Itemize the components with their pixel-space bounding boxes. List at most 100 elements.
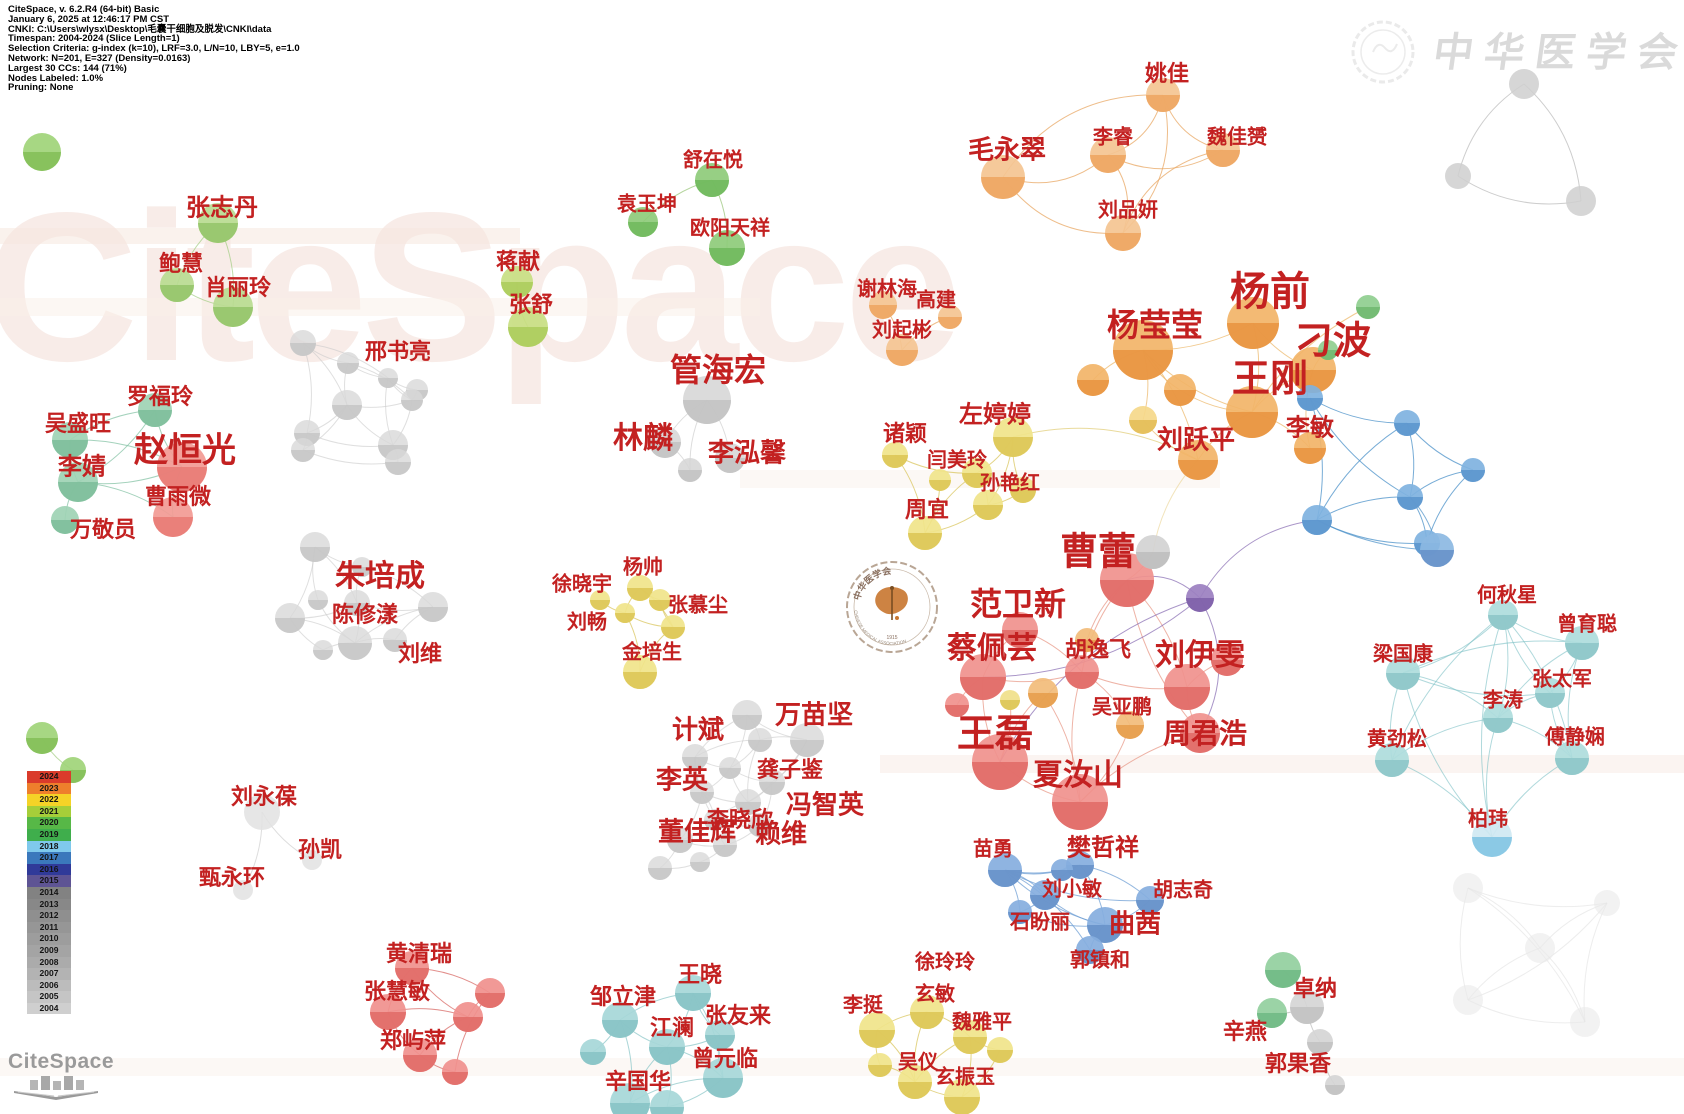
author-label[interactable]: 高建: [916, 289, 956, 312]
author-label[interactable]: 卓纳: [1292, 976, 1338, 1001]
author-label[interactable]: 樊哲祥: [1067, 834, 1139, 862]
author-label[interactable]: 朱培成: [335, 560, 425, 593]
author-label[interactable]: 张慕尘: [668, 594, 728, 617]
author-label[interactable]: 肖丽玲: [204, 275, 272, 300]
author-label[interactable]: 周宜: [904, 497, 950, 522]
author-label[interactable]: 刘跃平: [1156, 424, 1236, 455]
author-label[interactable]: 舒在悦: [683, 149, 743, 172]
author-label[interactable]: 计斌: [671, 714, 725, 745]
author-label[interactable]: 董佳辉: [657, 816, 737, 847]
author-label[interactable]: 蒋献: [495, 249, 541, 274]
author-label[interactable]: 杨前: [1230, 270, 1310, 314]
author-label[interactable]: 刁波: [1294, 320, 1372, 363]
author-node[interactable]: [1566, 186, 1596, 216]
author-label[interactable]: 左婷婷: [959, 401, 1031, 429]
author-label[interactable]: 孙凯: [297, 837, 343, 862]
author-label[interactable]: 张舒: [508, 292, 554, 317]
author-label[interactable]: 刘小敏: [1042, 878, 1102, 901]
author-label[interactable]: 石盼丽: [1010, 911, 1070, 934]
author-label[interactable]: 刘永葆: [230, 784, 298, 809]
author-node[interactable]: [1445, 163, 1471, 189]
author-label[interactable]: 曾元临: [691, 1046, 759, 1071]
author-label[interactable]: 李泓馨: [707, 437, 787, 468]
author-label[interactable]: 王晓: [677, 962, 723, 987]
author-label[interactable]: 赵恒光: [134, 431, 236, 470]
author-label[interactable]: 诸颖: [882, 421, 928, 446]
author-label[interactable]: 龚子鉴: [756, 757, 824, 782]
author-label[interactable]: 李睿: [1093, 126, 1133, 149]
author-label[interactable]: 吴亚鹏: [1092, 696, 1152, 719]
author-label[interactable]: 赖维: [754, 818, 808, 849]
author-label[interactable]: 邹立津: [589, 984, 657, 1009]
author-label[interactable]: 曹蕾: [1059, 531, 1137, 574]
author-label[interactable]: 李敏: [1286, 414, 1334, 442]
author-label[interactable]: 魏雅平: [952, 1011, 1012, 1034]
author-label[interactable]: 黄清瑞: [385, 941, 453, 966]
author-label[interactable]: 陈修漾: [331, 602, 399, 627]
author-label[interactable]: 魏佳赟: [1207, 126, 1267, 149]
author-label[interactable]: 姚佳: [1144, 61, 1190, 86]
author-label[interactable]: 刘畅: [567, 611, 607, 634]
author-node[interactable]: [1594, 890, 1620, 916]
author-label[interactable]: 吴盛旺: [44, 411, 112, 436]
author-label[interactable]: 刘品妍: [1098, 199, 1158, 222]
author-label[interactable]: 夏汝山: [1033, 759, 1123, 792]
author-label[interactable]: 徐玲玲: [915, 951, 975, 974]
author-node[interactable]: [1570, 1007, 1600, 1037]
author-label[interactable]: 邢书亮: [364, 339, 432, 364]
author-label[interactable]: 张慧敏: [363, 979, 431, 1004]
author-label[interactable]: 欧阳天祥: [690, 217, 770, 240]
author-label[interactable]: 林麟: [613, 422, 673, 455]
author-label[interactable]: 袁玉坤: [617, 193, 677, 216]
author-label[interactable]: 张志丹: [186, 194, 258, 222]
author-label[interactable]: 李晓欣: [706, 807, 774, 832]
author-label[interactable]: 吴仪: [898, 1051, 938, 1074]
author-label[interactable]: 玄振玉: [935, 1066, 995, 1089]
author-label[interactable]: 甄永环: [198, 865, 266, 890]
author-node[interactable]: [1453, 985, 1483, 1015]
author-label[interactable]: 周君浩: [1162, 718, 1248, 749]
author-label[interactable]: 胡志奇: [1153, 879, 1213, 902]
author-label[interactable]: 王刚: [1231, 358, 1309, 401]
author-label[interactable]: 辛国华: [604, 1069, 672, 1094]
author-node[interactable]: [1525, 933, 1555, 963]
author-label[interactable]: 万敬员: [69, 517, 137, 542]
author-label[interactable]: 曾育聪: [1557, 613, 1617, 636]
author-label[interactable]: 蔡佩芸: [947, 632, 1037, 665]
author-label[interactable]: 李挺: [843, 994, 883, 1017]
author-label[interactable]: 李涛: [1483, 689, 1523, 712]
author-node[interactable]: [233, 880, 253, 900]
author-label[interactable]: 范卫新: [969, 586, 1067, 622]
author-node[interactable]: [302, 850, 322, 870]
author-node[interactable]: [1453, 873, 1483, 903]
author-label[interactable]: 黄劲松: [1367, 728, 1427, 751]
author-label[interactable]: 冯智英: [785, 789, 865, 820]
author-label[interactable]: 苗勇: [973, 838, 1013, 861]
author-label[interactable]: 鲍慧: [158, 251, 204, 276]
author-label[interactable]: 李婧: [58, 453, 106, 481]
author-label[interactable]: 辛燕: [1222, 1019, 1268, 1044]
author-label[interactable]: 罗福玲: [126, 384, 194, 409]
author-label[interactable]: 王磊: [956, 713, 1034, 756]
author-label[interactable]: 谢林海: [857, 278, 917, 301]
author-label[interactable]: 刘维: [397, 641, 443, 666]
author-label[interactable]: 闫美玲: [927, 449, 987, 472]
author-label[interactable]: 郭果香: [1264, 1051, 1332, 1076]
author-label[interactable]: 郭镇和: [1070, 949, 1130, 972]
author-label[interactable]: 胡逸飞: [1064, 637, 1132, 662]
author-label[interactable]: 金培生: [622, 641, 682, 664]
author-node[interactable]: [1509, 69, 1539, 99]
author-label[interactable]: 曲茜: [1108, 908, 1162, 939]
author-label[interactable]: 玄敏: [915, 983, 955, 1006]
author-label[interactable]: 孙艳红: [980, 472, 1040, 495]
author-label[interactable]: 刘起彬: [872, 319, 932, 342]
author-label[interactable]: 管海宏: [669, 352, 767, 388]
author-node[interactable]: [244, 794, 280, 830]
author-label[interactable]: 何秋星: [1477, 584, 1537, 607]
author-label[interactable]: 万苗坚: [774, 699, 854, 730]
author-label[interactable]: 曹雨微: [144, 484, 212, 509]
author-label[interactable]: 李英: [655, 764, 709, 795]
author-label[interactable]: 柏玮: [1468, 808, 1508, 831]
author-label[interactable]: 刘伊雯: [1155, 639, 1245, 672]
author-label[interactable]: 徐晓宇: [552, 573, 612, 596]
